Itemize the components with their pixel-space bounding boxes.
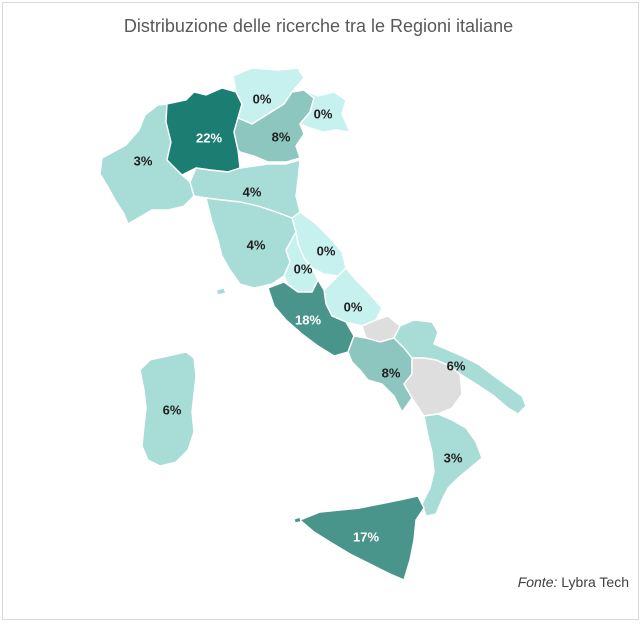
region-label: 0% (344, 299, 363, 314)
map-title: Distribuzione delle ricerche tra le Regi… (123, 16, 514, 36)
region-label: 3% (444, 450, 463, 465)
island-elba (215, 287, 227, 296)
region-label: 0% (253, 91, 272, 106)
source-value: Lybra Tech (561, 574, 629, 590)
source-note: Fonte: Lybra Tech (518, 574, 629, 590)
region-label: 0% (317, 243, 336, 258)
region-basilicata (403, 357, 463, 417)
source-label: Fonte: (517, 574, 558, 590)
region-sardegna (139, 351, 197, 467)
region-friuli (299, 89, 351, 133)
region-veneto (233, 89, 315, 163)
region-label: 4% (247, 237, 266, 252)
region-label: 0% (314, 106, 333, 121)
region-label: 8% (272, 129, 291, 144)
region-label: 3% (134, 153, 153, 168)
region-sicilia (299, 495, 425, 581)
region-label: 6% (163, 402, 182, 417)
region-labels: 3% 22% 0% 8% 0% 4% 4% 0% 0% 0% 18% 8% 6% 3% 17% 6% (134, 91, 466, 544)
region-calabria (421, 413, 483, 517)
region-label: 22% (196, 130, 222, 145)
region-campania (347, 335, 413, 413)
region-label: 8% (382, 365, 401, 380)
region-lazio (267, 279, 355, 357)
region-label: 0% (294, 261, 313, 276)
region-label: 17% (353, 529, 379, 544)
region-label: 6% (447, 358, 466, 373)
region-label: 18% (295, 312, 321, 327)
region-label: 4% (243, 184, 262, 199)
island-egadi (293, 516, 302, 524)
